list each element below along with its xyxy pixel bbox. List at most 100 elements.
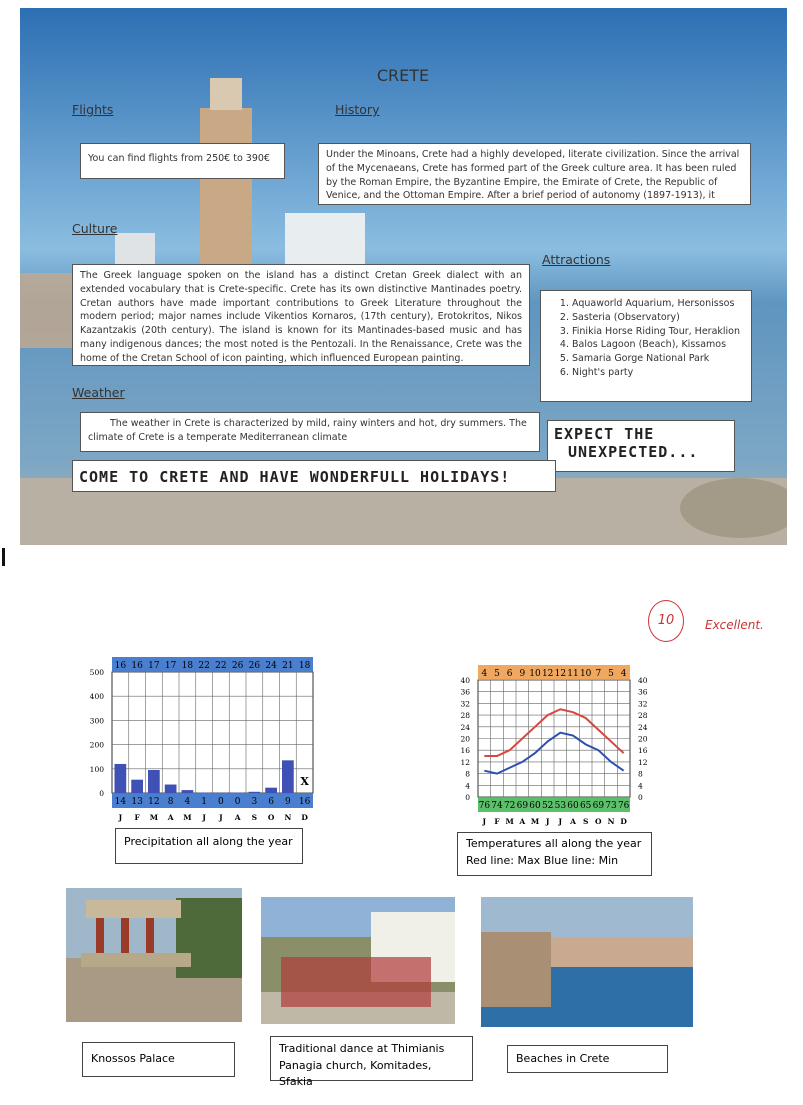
- x-tick-label: J: [545, 817, 550, 826]
- x-tick-label: J: [201, 813, 206, 822]
- x-tick-label: A: [518, 817, 525, 826]
- y-tick-label: 40: [460, 676, 470, 685]
- bottom-band: [478, 797, 630, 812]
- attraction-item: Sasteria (Observatory): [572, 311, 744, 325]
- caption-line: Beaches in Crete: [516, 1052, 610, 1065]
- text-box: Under the Minoans, Crete had a highly de…: [318, 143, 751, 205]
- grade-score: 10: [648, 600, 684, 642]
- charts: 0100200300400500J1614F1613M1712A178M184J…: [90, 657, 648, 826]
- top-row-value: 22: [198, 661, 209, 671]
- bottom-row-value: 73: [605, 801, 617, 811]
- top-row-value: 6: [507, 669, 513, 679]
- attraction-item: Night's party: [572, 366, 744, 380]
- y-tick-label: 36: [460, 688, 470, 697]
- x-tick-label: M: [150, 813, 158, 822]
- x-tick-label: M: [531, 817, 539, 826]
- caption-box: Beaches in Crete: [507, 1045, 668, 1073]
- list-box: Aquaworld Aquarium, HersonissosSasteria …: [540, 290, 752, 402]
- top-row-value: 5: [494, 669, 500, 679]
- x-tick-label: A: [569, 817, 576, 826]
- x-tick-label: F: [494, 817, 500, 826]
- x-tick-label: J: [218, 813, 223, 822]
- slogan: COME TO CRETE AND HAVE WONDERFULL HOLIDA…: [72, 460, 556, 492]
- x-tick-label: J: [482, 817, 487, 826]
- top-row-value: 26: [232, 661, 244, 671]
- top-row-value: 18: [182, 661, 194, 671]
- x-tick-label: O: [268, 813, 275, 822]
- bottom-row-value: 53: [555, 801, 567, 811]
- y-tick-label: 16: [460, 746, 470, 755]
- top-row-value: 5: [608, 669, 614, 679]
- bottom-row-value: 1: [201, 797, 207, 807]
- top-row-value: 10: [580, 669, 592, 679]
- x-tick-label: M: [183, 813, 191, 822]
- bottom-row-value: 6: [268, 797, 274, 807]
- top-row-value: 26: [249, 661, 261, 671]
- bottom-row-value: 60: [529, 801, 541, 811]
- bar: [164, 784, 177, 793]
- x-tick-label: N: [608, 817, 615, 826]
- heading: Flights: [72, 102, 114, 117]
- bottom-row-value: 0: [235, 797, 241, 807]
- y-tick-label: 500: [90, 668, 105, 677]
- text-box: The Greek language spoken on the island …: [72, 264, 530, 366]
- y-tick-label: 40: [638, 676, 648, 685]
- attraction-item: Samaria Gorge National Park: [572, 352, 744, 366]
- top-row-value: 4: [481, 669, 487, 679]
- bottom-row-value: 69: [517, 801, 529, 811]
- attraction-list: Aquaworld Aquarium, HersonissosSasteria …: [548, 297, 744, 380]
- bar: [181, 790, 194, 793]
- y-tick-label: 28: [638, 711, 648, 720]
- bar: [131, 779, 143, 793]
- caption-box: Traditional dance at Thimianis Panagia ch…: [270, 1036, 473, 1088]
- top-row-value: 9: [519, 669, 525, 679]
- bottom-row-value: 16: [299, 797, 311, 807]
- y-tick-label: 32: [460, 699, 470, 708]
- top-row-value: 22: [215, 661, 226, 671]
- top-row-value: 17: [148, 661, 160, 671]
- y-tick-label: 4: [638, 781, 643, 790]
- heading: Attractions: [542, 252, 611, 267]
- bottom-row-value: 9: [285, 797, 291, 807]
- caption-line: Traditional dance at Thimianis: [279, 1042, 445, 1055]
- y-tick-label: 16: [638, 746, 648, 755]
- x-tick-label: J: [558, 817, 563, 826]
- bar: [148, 770, 160, 793]
- caption-line: Red line: Max Blue line: Min: [466, 853, 619, 867]
- top-row-value: 17: [165, 661, 177, 671]
- x-tick-label: S: [583, 817, 588, 826]
- y-tick-label: 0: [465, 793, 470, 802]
- attraction-item: Balos Lagoon (Beach), Kissamos: [572, 338, 744, 352]
- y-tick-label: 28: [460, 711, 470, 720]
- x-tick-label: F: [134, 813, 140, 822]
- y-tick-label: 20: [638, 735, 648, 744]
- top-row-value: 7: [595, 669, 601, 679]
- top-row-value: 21: [282, 661, 293, 671]
- bottom-row-value: 4: [185, 797, 191, 807]
- x-tick-label: O: [595, 817, 602, 826]
- text-box: The weather in Crete is characterized by…: [80, 412, 540, 452]
- y-tick-label: 0: [638, 793, 643, 802]
- photo: [66, 888, 242, 1022]
- bottom-row-value: 60: [567, 801, 579, 811]
- top-row-value: 12: [542, 669, 553, 679]
- top-row-value: 24: [265, 661, 277, 671]
- heading: Weather: [72, 385, 125, 400]
- x-tick-label: D: [301, 813, 308, 822]
- y-tick-label: 24: [638, 723, 648, 732]
- bottom-row-value: 74: [491, 801, 503, 811]
- top-band: [112, 657, 313, 672]
- y-tick-label: 12: [460, 758, 470, 767]
- title: CRETE: [376, 66, 430, 85]
- expect-line: UNEXPECTED...: [568, 443, 699, 461]
- bar: [282, 760, 294, 793]
- x-tick-label: D: [620, 817, 627, 826]
- x-tick-label: J: [118, 813, 123, 822]
- text-box: You can find flights from 250€ to 390€: [80, 143, 285, 179]
- y-tick-label: 32: [638, 699, 648, 708]
- top-row-value: 12: [555, 669, 566, 679]
- bottom-row-value: 65: [580, 801, 592, 811]
- attraction-item: Aquaworld Aquarium, Hersonissos: [572, 297, 744, 311]
- top-band: [478, 665, 630, 680]
